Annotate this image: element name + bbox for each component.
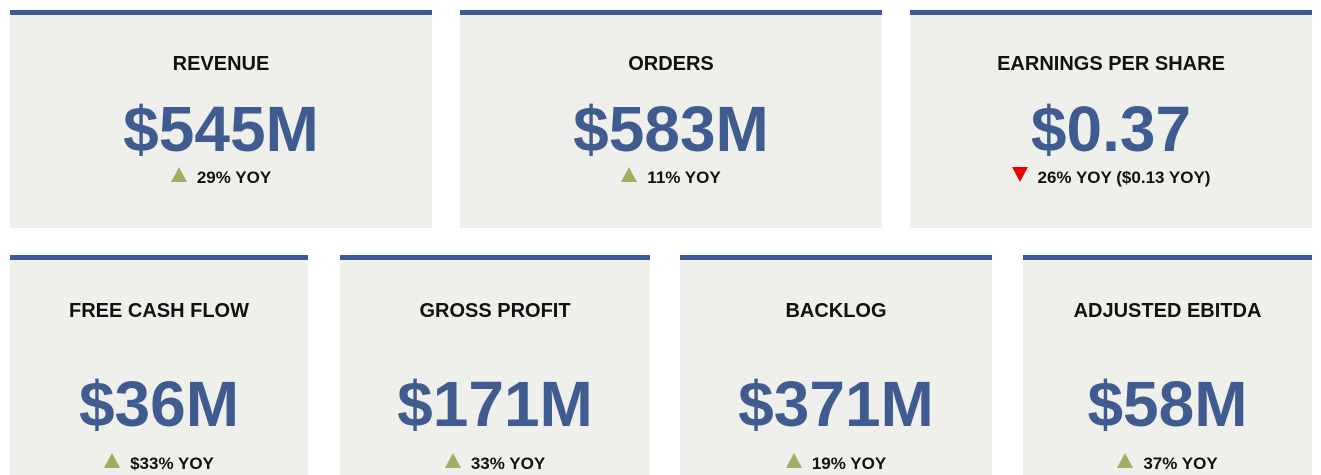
kpi-title: ADJUSTED EBITDA — [1073, 300, 1262, 322]
trend-arrow — [621, 167, 638, 182]
kpi-change: 29% YOY — [10, 167, 432, 188]
change-text: 19% YOY — [811, 454, 887, 473]
kpi-title: GROSS PROFIT — [419, 300, 571, 322]
kpi-change: 19% YOY — [680, 453, 992, 474]
change-text: 29% YOY — [196, 168, 272, 187]
change-text: 33% YOY — [470, 454, 546, 473]
kpi-title: ORDERS — [628, 53, 714, 75]
change-text: 37% YOY — [1143, 454, 1218, 473]
kpi-title: EARNINGS PER SHARE — [997, 53, 1225, 75]
kpi-card: ADJUSTED EBITDA $58M 37% YOY — [1023, 255, 1312, 475]
trend-arrow — [1011, 167, 1028, 182]
kpi-change: 11% YOY — [460, 167, 882, 188]
change-text: $33% YOY — [130, 454, 214, 473]
trend-arrow — [104, 453, 121, 468]
change-text: 11% YOY — [647, 168, 721, 187]
kpi-title: FREE CASH FLOW — [69, 300, 249, 322]
kpi-value: $58M — [1087, 368, 1248, 440]
kpi-card: REVENUE $545M 29% YOY — [10, 10, 432, 228]
trend-arrow — [170, 167, 187, 182]
kpi-card: ORDERS $583M 11% YOY — [460, 10, 882, 228]
kpi-card: EARNINGS PER SHARE $0.37 26% YOY ($0.13 YO… — [910, 10, 1312, 228]
kpi-value: $583M — [573, 93, 769, 165]
trend-arrow — [785, 453, 802, 468]
kpi-card: GROSS PROFIT $171M 33% YOY — [340, 255, 650, 475]
kpi-change: 33% YOY — [340, 453, 650, 474]
kpi-card: FREE CASH FLOW $36M $33% YOY — [10, 255, 308, 475]
kpi-value: $171M — [397, 368, 593, 440]
kpi-value: $371M — [738, 368, 934, 440]
kpi-title: BACKLOG — [785, 300, 887, 322]
kpi-title: REVENUE — [172, 53, 270, 75]
kpi-value: $0.37 — [1030, 93, 1192, 165]
kpi-value: $545M — [123, 93, 319, 165]
kpi-change: $33% YOY — [10, 453, 308, 474]
change-text: 26% YOY ($0.13 YOY) — [1037, 168, 1211, 187]
kpi-change: 26% YOY ($0.13 YOY) — [910, 167, 1312, 188]
kpi-card: BACKLOG $371M 19% YOY — [680, 255, 992, 475]
kpi-change: 37% YOY — [1023, 453, 1312, 474]
kpi-value: $36M — [78, 368, 240, 440]
trend-arrow — [1117, 453, 1134, 468]
trend-arrow — [444, 453, 461, 468]
